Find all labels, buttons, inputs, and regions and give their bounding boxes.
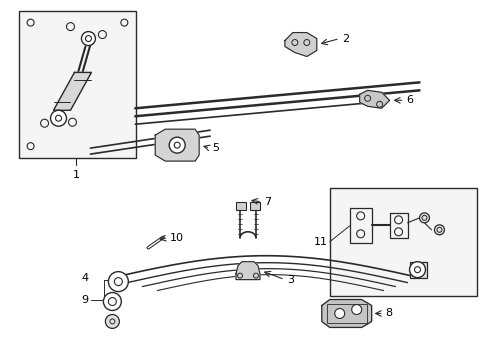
Polygon shape: [53, 72, 91, 110]
Bar: [19, 11, 136, 158]
Text: 7: 7: [264, 197, 270, 207]
Circle shape: [408, 262, 425, 278]
Text: 6: 6: [406, 95, 413, 105]
Bar: [326, 303, 366, 323]
Circle shape: [81, 32, 95, 45]
Polygon shape: [359, 90, 389, 108]
Bar: [349, 208, 371, 243]
Circle shape: [108, 272, 128, 292]
Circle shape: [334, 309, 344, 319]
Circle shape: [433, 225, 444, 235]
Text: 3: 3: [286, 275, 293, 285]
Polygon shape: [236, 262, 260, 280]
Circle shape: [50, 110, 66, 126]
Text: 10: 10: [170, 233, 184, 243]
Text: 8: 8: [385, 309, 392, 319]
Bar: [249, 202, 260, 210]
Circle shape: [105, 315, 119, 328]
Circle shape: [419, 213, 428, 223]
Text: 9: 9: [81, 294, 88, 305]
Text: 2: 2: [341, 33, 348, 44]
Polygon shape: [285, 32, 316, 57]
Bar: [329, 188, 476, 296]
Text: 1: 1: [73, 170, 80, 180]
Circle shape: [169, 137, 185, 153]
Circle shape: [351, 305, 361, 315]
Bar: [236, 202, 245, 210]
Polygon shape: [321, 300, 371, 328]
Polygon shape: [155, 129, 199, 161]
Circle shape: [103, 293, 121, 310]
Bar: [408, 262, 427, 278]
Text: 5: 5: [212, 143, 219, 153]
Text: 11: 11: [313, 237, 327, 247]
Text: 4: 4: [81, 273, 88, 283]
Bar: [389, 213, 407, 238]
